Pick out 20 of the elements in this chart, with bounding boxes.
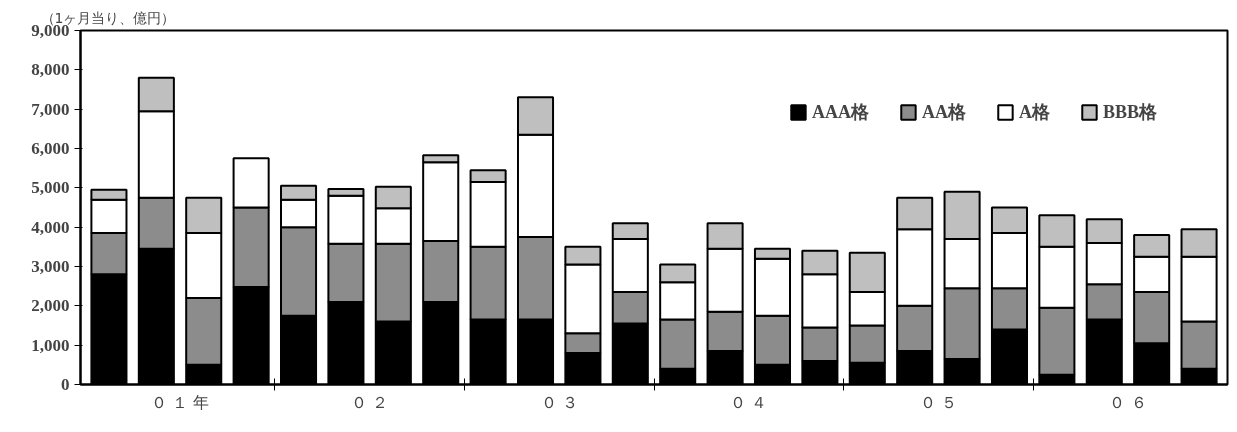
y-tick-label: 7,000: [31, 99, 70, 119]
text: ０ １ 年: [150, 392, 210, 412]
legend-label: BBB格: [1102, 101, 1157, 124]
legend-label: AAA格: [811, 101, 869, 124]
y-tick-label: 4,000: [31, 217, 70, 237]
y-tick-label: 3,000: [31, 257, 70, 276]
legend-label: A格: [1018, 101, 1050, 124]
y-tick-label: 5,000: [31, 178, 70, 198]
y-tick-label: 0: [61, 375, 70, 394]
y-tick-label: 8,000: [31, 60, 70, 80]
y-tick-label: 1,000: [31, 335, 70, 355]
text: ０ ６: [1109, 392, 1147, 412]
text: ０ ５: [919, 392, 957, 412]
y-tick-label: 2,000: [31, 296, 70, 316]
chart-title: （1ヶ月当り、億円）: [40, 9, 176, 26]
text: ０ ４: [730, 392, 768, 412]
y-tick-label: 6,000: [31, 139, 70, 158]
text: ０ ２: [351, 392, 389, 412]
legend-label: AA格: [921, 101, 966, 124]
text: ０ ３: [540, 392, 578, 412]
